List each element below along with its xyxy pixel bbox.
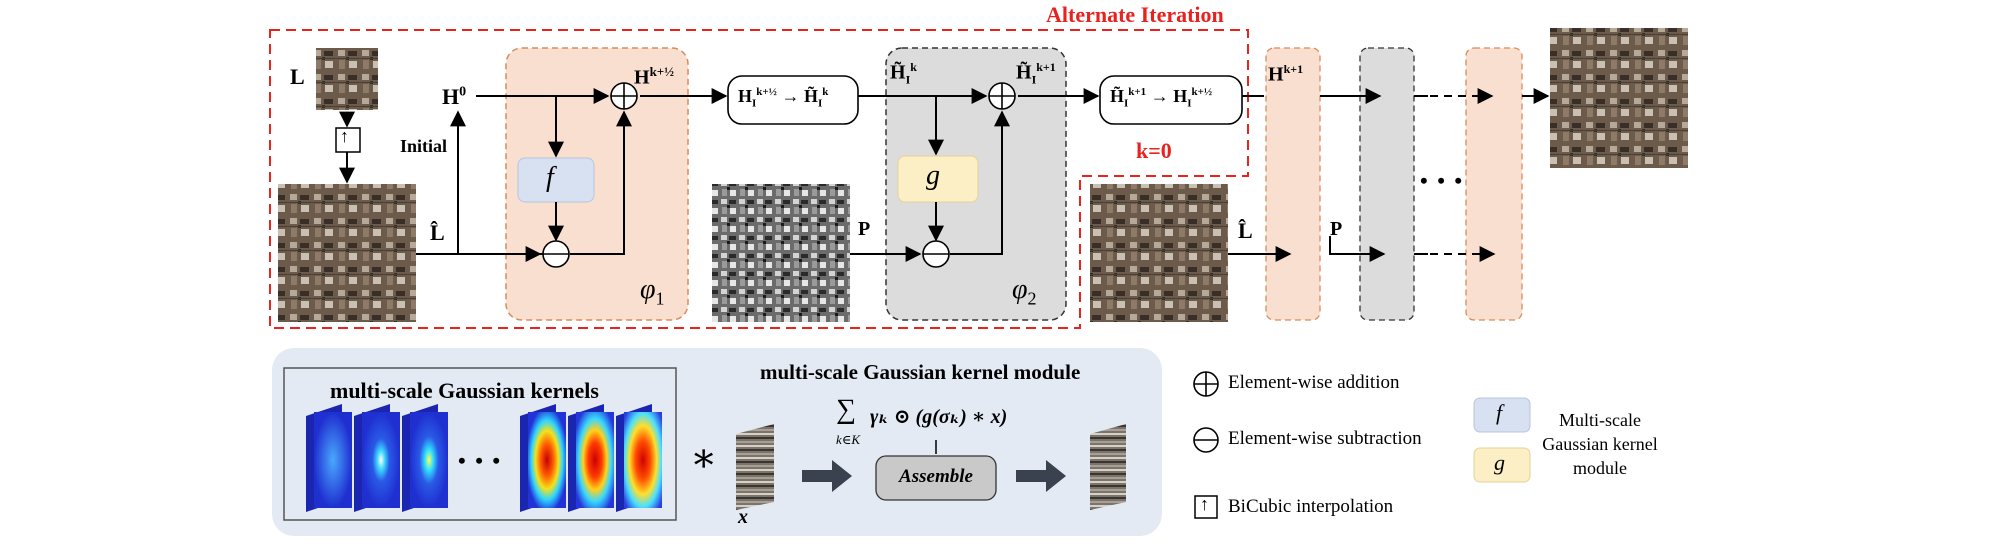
Hk-half-label: Hk+½ (634, 64, 674, 89)
P-label: P (858, 218, 871, 240)
L-label: L (290, 64, 305, 89)
legend-g-label: g (1494, 450, 1505, 475)
big-arrow-1 (802, 460, 852, 492)
kernel-ellipsis: • • • (458, 448, 503, 473)
g-label: g (926, 160, 940, 191)
Htilde-Ik1-label: H̃Ik+1 (1016, 60, 1056, 87)
Hk1-label: Hk+1 (1268, 62, 1304, 86)
Htilde-Ik-label: H̃Ik (890, 60, 917, 87)
conv-star: ∗ (690, 435, 718, 480)
kernels-title: multi-scale Gaussian kernels (330, 378, 599, 403)
module-title: multi-scale Gaussian kernel module (760, 360, 1081, 384)
big-arrow-2 (1016, 460, 1066, 492)
legend-bicubic-icon: ↑ (1200, 494, 1209, 514)
sum-symbol: ∑ (836, 394, 856, 425)
phi2-label: φ2 (1012, 274, 1037, 309)
iter-column-1 (1265, 47, 1321, 321)
upsample-icon: ↑ (340, 126, 349, 146)
P-right-label: P (1330, 218, 1343, 240)
sum-sub: k∈K (836, 432, 861, 447)
transform1-box (727, 75, 859, 125)
legend-bicubic-text: BiCubic interpolation (1228, 496, 1394, 517)
formula: γₖ ⊙ (g(σₖ) ∗ x) (870, 406, 1008, 428)
H0-label: H0 (442, 84, 467, 109)
alternate-iteration-region (269, 29, 1249, 329)
transform1-text: HIk+½ → H̃Ik (738, 86, 829, 110)
assemble-box (875, 455, 997, 501)
x-label: x (738, 506, 748, 528)
upsampled-image-right (1090, 184, 1228, 322)
upsample-icon-box (335, 127, 361, 153)
g-box (897, 155, 979, 203)
kernels-box (283, 367, 677, 521)
phi1-label: φ1 (640, 274, 665, 309)
pan-image (712, 184, 850, 322)
kernel-tiles (306, 404, 662, 512)
legend-g-box (1473, 447, 1531, 483)
iter-column-3 (1465, 47, 1523, 321)
x-feature-image (736, 424, 774, 510)
L-hat-label: L̂ (430, 220, 445, 245)
output-image (1550, 28, 1688, 168)
L-hat-right-label: L̂ (1238, 218, 1253, 243)
transform2-text: H̃Ik+1 → HIk+½ (1110, 86, 1213, 110)
legend-bicubic-symbol (1194, 495, 1218, 519)
f-label: f (546, 162, 554, 193)
legend-module-text: Multi-scale Gaussian kernel module (1542, 410, 1658, 478)
assemble-label: Assemble (899, 466, 973, 487)
upsampled-image (278, 184, 416, 322)
legend-f-box (1473, 397, 1531, 433)
alternate-iteration-label: Alternate Iteration (1046, 2, 1224, 27)
initial-label: Initial (400, 136, 448, 156)
k0-label: k=0 (1136, 138, 1172, 163)
transform2-box (1099, 75, 1243, 125)
iter-column-2 (1359, 47, 1415, 321)
legend-addition-text: Element-wise addition (1228, 372, 1400, 393)
legend-subtraction-text: Element-wise subtraction (1228, 428, 1422, 449)
module-output-image (1090, 424, 1126, 510)
lr-image (316, 48, 378, 110)
legend-f-label: f (1496, 400, 1503, 425)
ellipsis-mid: • • • (1420, 168, 1465, 193)
